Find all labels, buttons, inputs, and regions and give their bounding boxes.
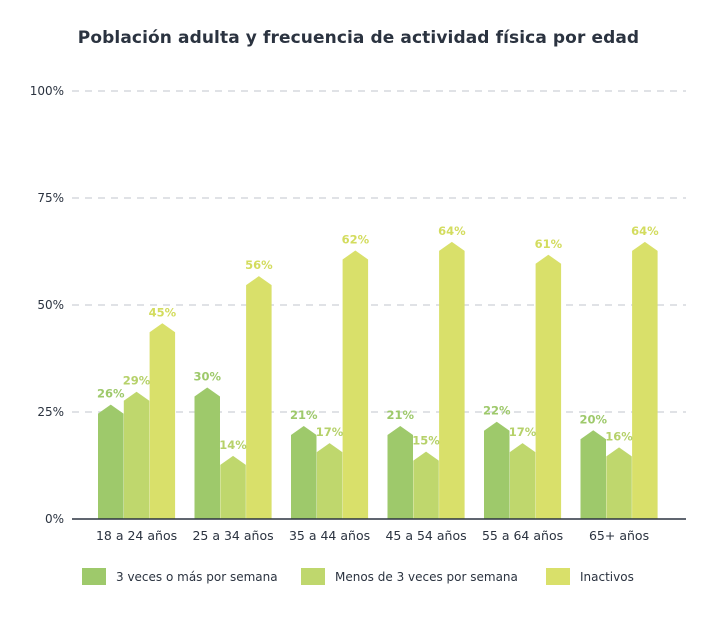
bar: [220, 455, 246, 519]
bar: [123, 391, 150, 519]
legend-swatch-occasional: [301, 568, 325, 585]
legend: 3 veces o más por semana Menos de 3 vece…: [0, 568, 717, 592]
data-label: 26%: [97, 387, 125, 401]
bar: [316, 443, 343, 519]
data-label: 16%: [605, 429, 633, 443]
x-tick-label: 55 a 64 años: [482, 528, 563, 543]
y-tick-label: 25%: [37, 405, 64, 419]
data-label: 64%: [438, 224, 466, 238]
bar: [342, 250, 369, 520]
y-tick-label: 50%: [37, 298, 64, 312]
bar: [439, 241, 465, 519]
bar: [98, 404, 124, 519]
data-label: 62%: [342, 232, 370, 246]
legend-item-occasional: Menos de 3 veces por semana: [301, 568, 518, 585]
data-label: 22%: [483, 404, 511, 418]
data-label: 56%: [245, 258, 273, 272]
bar: [535, 254, 562, 519]
chart-title: Población adulta y frecuencia de activid…: [77, 28, 640, 48]
y-tick-label: 75%: [37, 191, 64, 205]
bar: [246, 276, 272, 519]
data-label: 15%: [412, 434, 440, 448]
legend-label-frequent: 3 veces o más por semana: [116, 569, 278, 584]
x-axis: 18 a 24 años 25 a 34 años 35 a 44 años 45 a…: [72, 518, 686, 543]
data-label: 17%: [509, 425, 537, 439]
legend-label-occasional: Menos de 3 veces por semana: [335, 569, 518, 584]
gridlines: [72, 90, 686, 413]
data-label: 30%: [193, 369, 221, 383]
legend-item-inactive: Inactivos: [546, 568, 634, 585]
legend-swatch-inactive: [546, 568, 570, 585]
legend-label-inactive: Inactivos: [580, 569, 634, 584]
bar-chart: 0% 25% 50% 75% 100% 26%29% 45% 30% 14% 56% 21% 17%…: [30, 84, 686, 543]
bar: [291, 425, 317, 519]
data-label: 21%: [290, 408, 318, 422]
y-tick-label: 0%: [45, 512, 64, 526]
data-label: 17%: [316, 425, 344, 439]
bars: [98, 241, 658, 520]
x-tick-label: 18 a 24 años: [96, 528, 177, 543]
x-tick-label: 65+ años: [589, 528, 649, 543]
data-label: 64%: [631, 224, 659, 238]
bar: [632, 241, 658, 519]
data-label: 20%: [579, 412, 607, 426]
y-axis: 0% 25% 50% 75% 100%: [30, 84, 64, 526]
data-labels: 26%29% 45% 30% 14% 56% 21% 17% 62% 21% 15% 64% 22% 1…: [97, 224, 659, 452]
data-label: 21%: [386, 408, 414, 422]
bar: [194, 387, 220, 519]
data-label: 45%: [149, 305, 177, 319]
x-tick-label: 25 a 34 años: [192, 528, 273, 543]
bar: [387, 425, 413, 519]
data-label: 14%: [219, 438, 247, 452]
legend-item-frequent: 3 veces o más por semana: [82, 568, 278, 585]
data-label: 61%: [535, 237, 563, 251]
bar: [413, 451, 439, 519]
bar: [149, 323, 176, 519]
bar: [606, 447, 632, 519]
bar: [580, 430, 606, 519]
data-label: 29%: [123, 374, 151, 388]
legend-swatch-frequent: [82, 568, 106, 585]
bar: [509, 443, 536, 519]
x-tick-label: 35 a 44 años: [289, 528, 370, 543]
bar: [484, 421, 510, 519]
x-tick-label: 45 a 54 años: [385, 528, 466, 543]
y-tick-label: 100%: [30, 84, 64, 98]
